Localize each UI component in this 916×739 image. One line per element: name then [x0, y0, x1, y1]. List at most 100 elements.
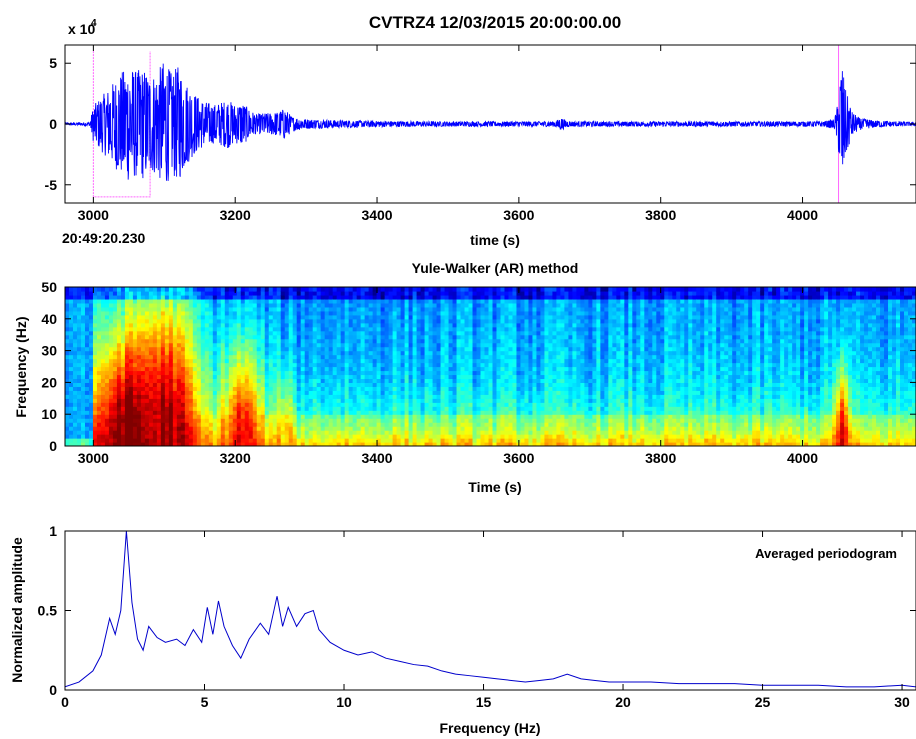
spectrogram-cell — [408, 406, 414, 411]
waveform-y-ticks: -505 — [45, 55, 916, 193]
spectrogram-cell — [280, 302, 286, 308]
spectrogram-cell — [536, 310, 542, 316]
spectrogram-cell — [200, 378, 206, 384]
spectrogram-cell — [240, 386, 246, 391]
spectrogram-cell — [464, 438, 470, 443]
spectrogram-cell — [120, 422, 126, 427]
spectrogram-cell — [540, 354, 546, 360]
spectrogram-cell — [384, 418, 390, 423]
spectrogram-cell — [372, 418, 378, 423]
spectrogram-cell — [296, 362, 302, 368]
spectrogram-cell — [440, 426, 446, 431]
spectrogram-cell — [224, 398, 230, 403]
spectrogram-cell — [284, 422, 290, 427]
spectrogram-cell — [76, 382, 82, 387]
spectrogram-cell — [384, 406, 390, 411]
spectrogram-cell — [368, 302, 374, 308]
spectrogram-cell — [144, 350, 150, 356]
spectrogram-cell — [160, 318, 166, 324]
spectrogram-cell — [416, 378, 422, 384]
spectrogram-cell — [248, 302, 254, 308]
spectrogram-cell — [248, 314, 254, 320]
spectrogram-cell — [356, 302, 362, 308]
spectrogram-cell — [404, 306, 410, 312]
spectrogram-cell — [108, 366, 114, 372]
spectrogram-cell — [436, 326, 442, 332]
spectrogram-cell — [504, 294, 510, 300]
spectrogram-cell — [100, 434, 106, 439]
spectrogram-cell — [224, 394, 230, 399]
spectrogram-cell — [69, 366, 74, 372]
spectrogram-cell — [420, 326, 426, 332]
spectrogram-cell — [536, 314, 542, 320]
spectrogram-cell — [392, 334, 398, 340]
spectrogram-cell — [216, 434, 222, 439]
spectrogram-cell — [280, 294, 286, 300]
spectrogram-cell — [132, 374, 138, 380]
spectrogram-cell — [248, 358, 254, 364]
spectrogram-cell — [280, 370, 286, 376]
spectrogram-cell — [124, 374, 130, 380]
spectrogram-cell — [356, 370, 362, 376]
spectrogram-cell — [496, 410, 502, 415]
spectrogram-cell — [400, 354, 406, 360]
spectrogram-cell — [160, 354, 166, 360]
spectrogram-cell — [468, 426, 474, 431]
spectrogram-cell — [384, 434, 390, 439]
spectrogram-cell — [392, 342, 398, 348]
spectrogram-cell — [144, 370, 150, 376]
spectrogram-cell — [348, 334, 354, 340]
spectrogram-cell — [492, 362, 498, 368]
spectrogram-cell — [148, 350, 154, 356]
spectrogram-cell — [324, 402, 330, 407]
spectrogram-cell — [268, 350, 274, 356]
spectrogram-cell — [376, 402, 382, 407]
spectrogram-cell — [496, 306, 502, 312]
spectrogram-cell — [252, 438, 258, 443]
spectrogram-cell — [308, 426, 314, 431]
spectrogram-cell — [352, 358, 358, 364]
spectrogram-cell — [544, 386, 550, 391]
spectrogram-cell — [200, 362, 206, 368]
spectrogram-cell — [344, 422, 350, 427]
spectrogram-cell — [136, 418, 142, 423]
spectrogram-cell — [524, 318, 530, 324]
spectrogram-cell — [256, 398, 262, 403]
spectrogram-cell — [164, 422, 170, 427]
spectrogram-cell — [456, 338, 462, 344]
spectrogram-cell — [492, 326, 498, 332]
spectrogram-cell — [516, 314, 522, 320]
spectrogram-cell — [292, 354, 298, 360]
spectrogram-cell — [232, 318, 238, 324]
spectrogram-cell — [284, 338, 290, 344]
spectrogram-cell — [480, 410, 486, 415]
spectrogram-cell — [440, 298, 446, 304]
spectrogram-cell — [544, 394, 550, 399]
spectrogram-cell — [384, 386, 390, 391]
spectrogram-cell — [124, 414, 130, 419]
spectrogram-cell — [232, 418, 238, 423]
spectrogram-cell — [396, 370, 402, 376]
spectrogram-cell — [296, 334, 302, 340]
spectrogram-cell — [524, 402, 530, 407]
spectrogram-cell — [128, 430, 134, 435]
spectrogram-cell — [256, 374, 262, 380]
spectrogram-cell — [212, 338, 218, 344]
spectrogram-cell — [128, 390, 134, 395]
spectrogram-cell — [69, 362, 74, 368]
spectrogram-cell — [312, 342, 318, 348]
spectrogram-cell — [388, 402, 394, 407]
spectrogram-cell — [436, 362, 442, 368]
spectrogram-cell — [108, 382, 114, 387]
spectrogram-cell — [436, 438, 442, 443]
spectrogram-cell — [69, 294, 74, 300]
spectrogram-cell — [116, 346, 122, 352]
spectrogram-cell — [348, 338, 354, 344]
spectrogram-cell — [292, 426, 298, 431]
spectrogram-cell — [360, 342, 366, 348]
spectrogram-cell — [400, 406, 406, 411]
spectrogram-cell — [92, 342, 98, 348]
spectrogram-cell — [496, 362, 502, 368]
spectrogram-cell — [428, 402, 434, 407]
spectrogram-cell — [420, 290, 426, 296]
